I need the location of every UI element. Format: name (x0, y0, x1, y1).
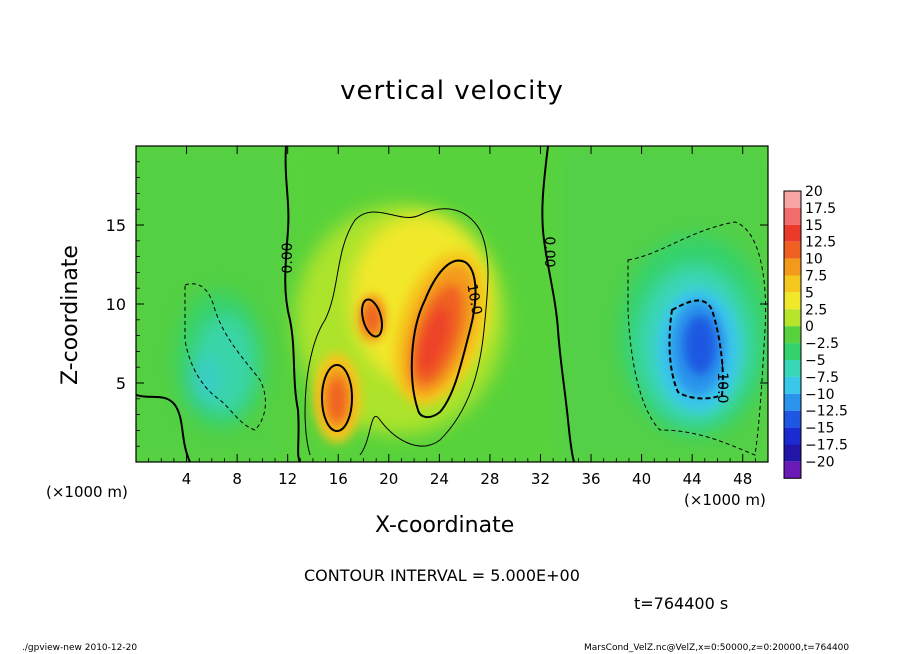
colorbar-swatch (784, 241, 801, 259)
x-tick-label: 40 (632, 470, 651, 488)
colorbar-swatch (784, 224, 801, 242)
left-downdraft (175, 290, 265, 430)
contour-labels: 0.00 10.0 0.00 −10.0 (280, 236, 730, 403)
colorbar-swatch (784, 461, 801, 479)
x-tick-label: 36 (581, 470, 600, 488)
contour-label-1: 10.0 (463, 283, 484, 316)
chart-title: vertical velocity (340, 76, 564, 106)
colorbar-label: −12.5 (805, 404, 848, 420)
y-axis-label: Z-coordinate (58, 245, 83, 385)
x-unit-left: (×1000 m) (46, 483, 128, 501)
colorbar-label: −17.5 (805, 438, 848, 454)
colorbar-swatch (784, 376, 801, 394)
x-axis-label: X-coordinate (375, 513, 515, 538)
downdraft-region (620, 235, 768, 435)
colorbar: 2017.51512.5107.552.50−2.5−5−7.5−10−12.5… (783, 184, 848, 479)
contour-neg5-right (627, 221, 767, 456)
contour-label-0: 0.00 (280, 242, 296, 273)
colorbar-swatch (784, 410, 801, 428)
colorbar-label: 17.5 (805, 201, 836, 217)
zero-contour-left (284, 146, 301, 462)
x-tick-label: 20 (379, 470, 398, 488)
colorbar-label: −10 (805, 387, 835, 403)
x-axis: 4 8 12 16 20 24 28 32 36 40 44 48 (148, 146, 756, 488)
colorbar-swatch (784, 360, 801, 377)
x-tick-label: 16 (329, 470, 348, 488)
colorbar-swatch (784, 309, 801, 327)
x-unit-right: (×1000 m) (684, 491, 766, 509)
colorbar-label: 12.5 (805, 235, 836, 251)
colorbar-swatch (784, 343, 801, 360)
contour-5-updraft (304, 208, 489, 456)
velocity-field (136, 146, 768, 462)
zero-contour-right (541, 146, 575, 462)
contour-neg5-left (184, 283, 266, 431)
contour-neg10 (668, 299, 724, 400)
zero-contour-corner (136, 394, 191, 462)
x-tick-label: 44 (683, 470, 702, 488)
colorbar-swatch (784, 207, 801, 225)
contour-label-3: −10.0 (714, 361, 730, 404)
colorbar-frame (783, 190, 802, 479)
colorbar-label: −2.5 (805, 336, 839, 352)
colorbar-swatch (784, 444, 801, 462)
colorbar-label: −7.5 (805, 370, 839, 386)
colorbar-swatch (784, 258, 801, 276)
y-tick-label: 5 (116, 374, 126, 393)
colorbar-label: 2.5 (805, 302, 827, 318)
colorbar-label: 0 (805, 319, 814, 335)
footer-right: MarsCond_VelZ.nc@VelZ,x=0:50000,z=0:2000… (584, 643, 850, 653)
colorbar-label: 20 (805, 184, 823, 200)
contour-lines (136, 146, 767, 462)
x-tick-label: 4 (182, 470, 192, 488)
contour-interval: CONTOUR INTERVAL = 5.000E+00 (304, 566, 580, 585)
colorbar-label: 15 (805, 218, 823, 234)
colorbar-label: −20 (805, 454, 835, 470)
colorbar-swatch (784, 427, 801, 445)
colorbar-swatch (784, 191, 801, 208)
x-tick-label: 28 (480, 470, 499, 488)
colorbar-label: −15 (805, 421, 835, 437)
y-tick-label: 10 (106, 295, 126, 314)
colorbar-label: 5 (805, 285, 814, 301)
time-label: t=764400 s (634, 594, 729, 613)
colorbar-swatch (784, 275, 801, 293)
x-tick-label: 32 (531, 470, 550, 488)
colorbar-label: −5 (805, 353, 826, 369)
contour-10-cell-b (361, 298, 383, 338)
x-tick-label: 8 (232, 470, 242, 488)
contour-10-cell-a (321, 364, 353, 432)
x-tick-label: 48 (733, 470, 752, 488)
footer-left: ./gpview-new 2010-12-20 (22, 643, 138, 653)
colorbar-label: 10 (805, 252, 823, 268)
colorbar-label: 7.5 (805, 269, 827, 285)
contour-label-2: 0.00 (541, 236, 557, 267)
colorbar-swatch (784, 292, 801, 310)
colorbar-swatch (784, 326, 801, 344)
x-tick-label: 12 (278, 470, 297, 488)
y-tick-label: 15 (106, 216, 126, 235)
y-axis: 5 10 15 (106, 161, 768, 447)
x-tick-label: 24 (430, 470, 449, 488)
contour-10-main (410, 259, 477, 418)
colorbar-swatch (784, 393, 801, 411)
